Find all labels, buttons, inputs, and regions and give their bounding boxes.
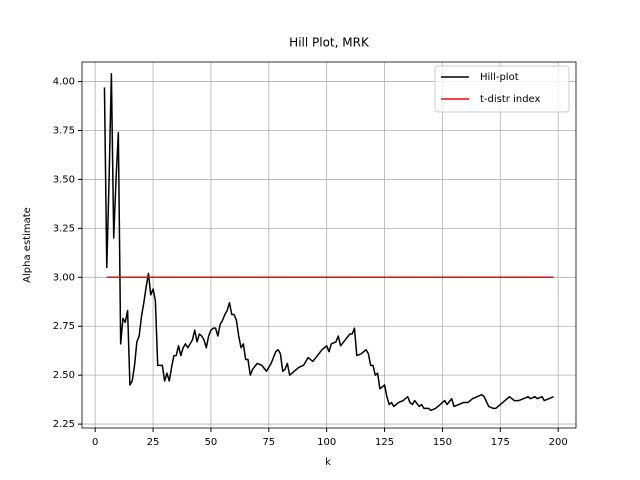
x-tick-label: 100 xyxy=(317,437,336,448)
x-tick-label: 25 xyxy=(147,437,160,448)
x-tick-label: 200 xyxy=(549,437,568,448)
chart-title: Hill Plot, MRK xyxy=(289,36,370,50)
plot-frame xyxy=(81,61,577,429)
x-tick-label: 175 xyxy=(491,437,510,448)
x-axis-label: k xyxy=(325,457,331,468)
legend-label: Hill-plot xyxy=(480,72,519,83)
y-tick-label: 2.25 xyxy=(53,419,75,430)
x-tick-label: 125 xyxy=(375,437,394,448)
legend-label: t-distr index xyxy=(480,94,541,105)
y-tick-label: 3.75 xyxy=(53,126,75,137)
x-tick-label: 0 xyxy=(92,437,98,448)
x-tick-label: 75 xyxy=(262,437,275,448)
x-tick-label: 50 xyxy=(205,437,218,448)
y-tick-label: 2.50 xyxy=(53,370,75,381)
line-series xyxy=(103,72,554,412)
y-tick-label: 3.25 xyxy=(53,223,75,234)
y-axis-label: Alpha estimate xyxy=(22,207,33,283)
y-tick-label: 3.00 xyxy=(53,272,75,283)
y-tick-label: 3.50 xyxy=(53,174,75,185)
y-tick-label: 4.00 xyxy=(53,77,75,88)
x-tick-label: 150 xyxy=(433,437,452,448)
y-tick-label: 2.75 xyxy=(53,321,75,332)
